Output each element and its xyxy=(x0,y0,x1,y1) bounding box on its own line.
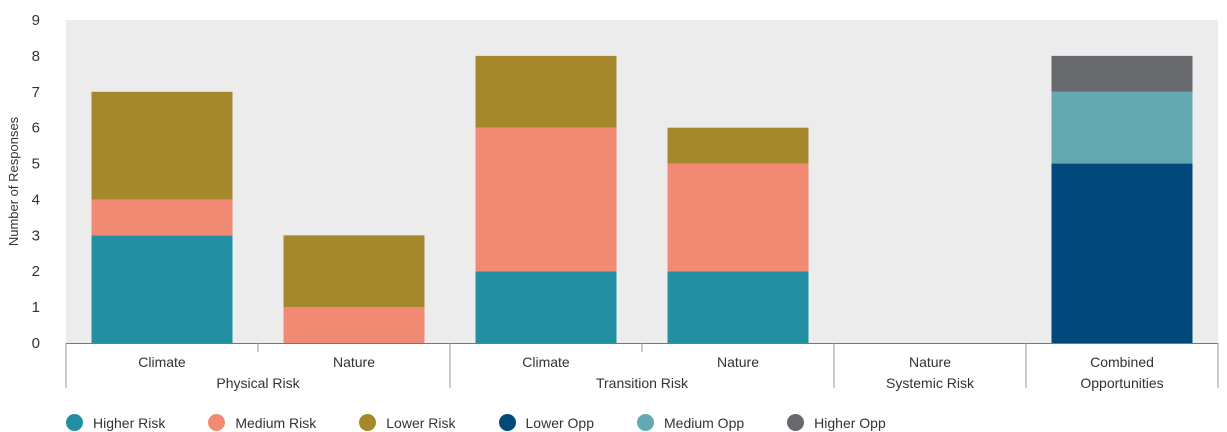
bar-segment xyxy=(91,91,233,200)
bar-segment xyxy=(91,199,233,236)
legend-item: Lower Opp xyxy=(498,414,594,431)
x-tick-label: Nature xyxy=(333,354,375,370)
y-tick-label: 5 xyxy=(32,156,40,173)
legend-item: Lower Risk xyxy=(359,414,456,431)
y-tick-label: 2 xyxy=(32,263,40,280)
bar-segment xyxy=(667,127,809,164)
y-tick-label: 7 xyxy=(32,84,40,101)
bar-segment xyxy=(475,55,617,128)
bar-segment xyxy=(283,307,425,343)
bar-segment xyxy=(1051,55,1193,92)
legend-label: Higher Risk xyxy=(93,414,166,431)
y-tick-label: 6 xyxy=(32,120,40,137)
y-tick-label: 0 xyxy=(32,335,40,352)
legend-label: Medium Risk xyxy=(235,414,317,431)
bar-segment xyxy=(667,163,809,272)
legend-swatch xyxy=(208,414,226,431)
x-group-label: Systemic Risk xyxy=(886,375,975,391)
bar-segment xyxy=(1051,91,1193,164)
x-group-label: Combined Opportunities xyxy=(1080,354,1163,391)
y-axis-title: Number of Responses xyxy=(6,116,21,246)
bar-segment xyxy=(475,271,617,343)
legend-item: Medium Risk xyxy=(208,414,316,431)
legend-swatch xyxy=(637,414,654,431)
x-tick-label: Nature xyxy=(717,354,759,370)
legend: Higher Risk Medium Risk Lower Risk Lower Op… xyxy=(66,414,929,431)
y-tick-label: 4 xyxy=(32,191,40,208)
legend-swatch xyxy=(359,414,377,431)
plot-background xyxy=(66,20,1218,343)
legend-label: Higher Opp xyxy=(814,414,886,431)
x-group-label: Transition Risk xyxy=(596,375,689,391)
x-tick-label: Climate xyxy=(522,354,570,370)
legend-item: Medium Opp xyxy=(637,414,744,431)
bar-segment xyxy=(91,235,233,343)
x-group-label: Physical Risk xyxy=(216,375,300,391)
bars-layer xyxy=(91,55,1193,343)
legend-swatch xyxy=(498,414,516,431)
x-axis: Climate Nature Physical Risk Climate Nature T… xyxy=(65,343,1219,391)
x-tick-label: Climate xyxy=(138,354,186,370)
legend-swatch xyxy=(66,414,83,431)
legend-swatch xyxy=(787,414,805,431)
bar-segment xyxy=(475,127,617,272)
bar-segment xyxy=(283,235,425,308)
legend-label: Lower Opp xyxy=(525,414,594,431)
y-tick-label: 1 xyxy=(32,299,40,316)
bar-segment xyxy=(1051,163,1193,343)
y-tick-label: 9 xyxy=(32,12,40,29)
y-tick-label: 3 xyxy=(32,227,40,244)
legend-label: Medium Opp xyxy=(664,414,745,431)
legend-label: Lower Risk xyxy=(386,414,456,431)
bar-segment xyxy=(667,271,809,343)
y-axis: 0 1 2 3 4 5 6 7 8 9 xyxy=(32,12,40,352)
x-tick-label: Nature xyxy=(909,354,951,370)
y-tick-label: 8 xyxy=(32,48,40,65)
legend-item: Higher Risk xyxy=(66,414,165,431)
legend-item: Higher Opp xyxy=(787,414,886,431)
